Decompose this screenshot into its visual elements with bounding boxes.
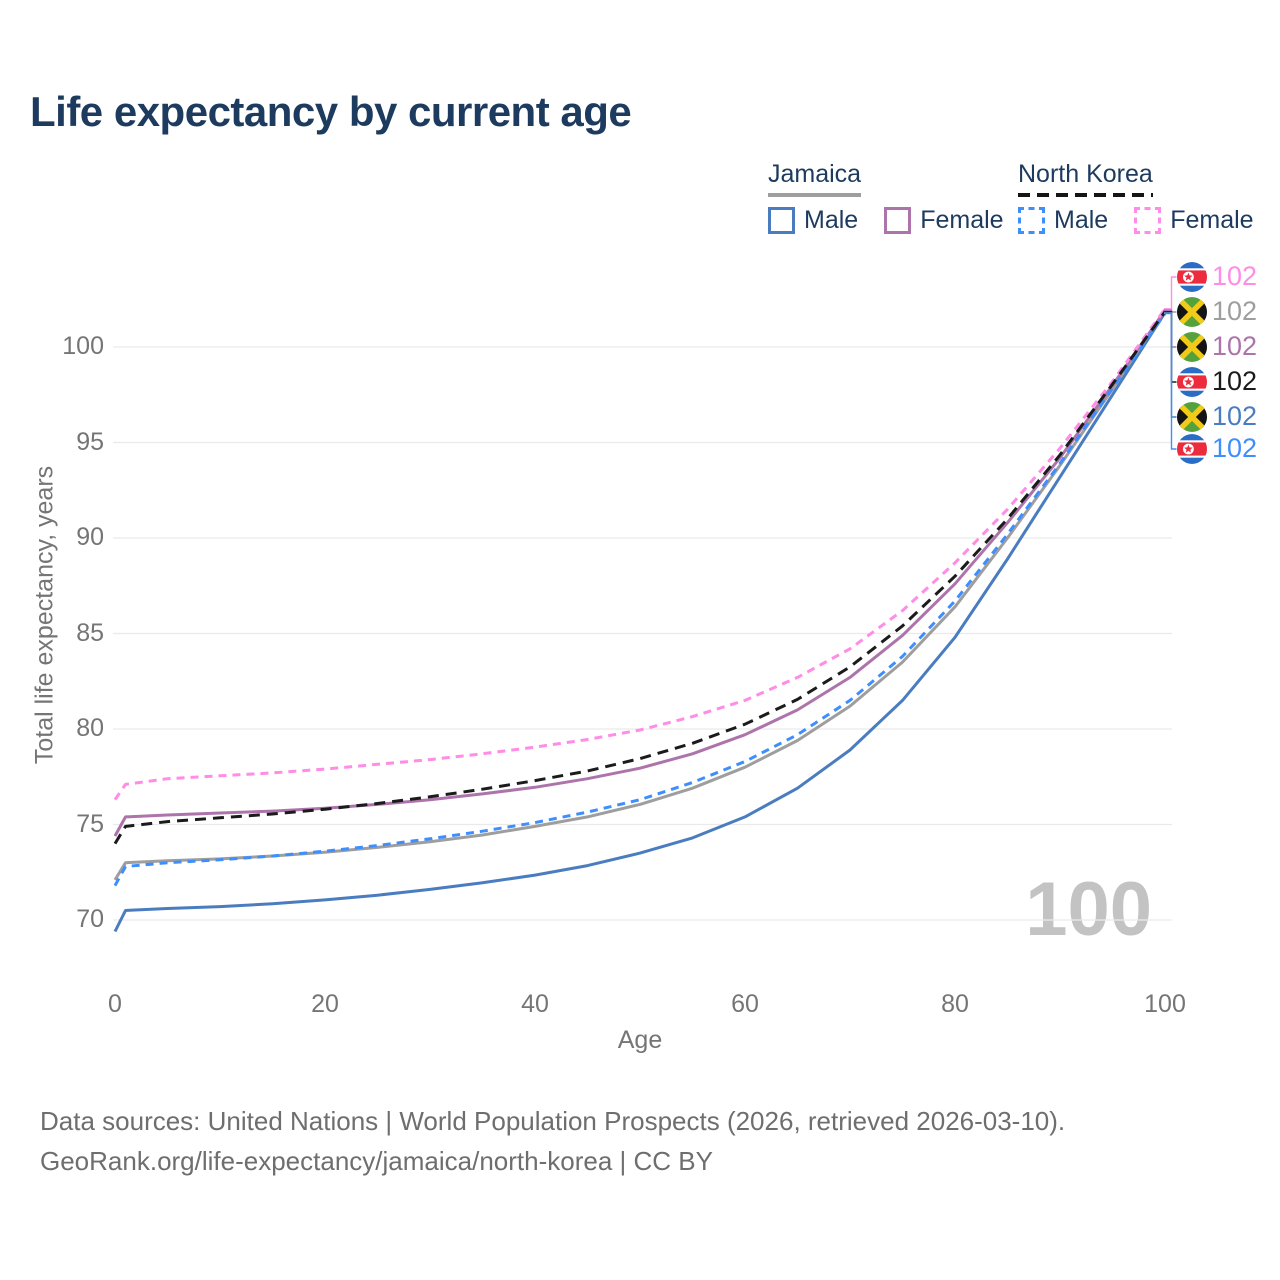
x-tick-20: 20 [311,990,339,1018]
x-axis-title: Age [617,1026,663,1054]
leader-line-north-korea-both-sexes [1164,311,1177,383]
x-tick-60: 60 [731,990,759,1018]
legend-group-title: Jamaica [768,160,862,197]
leader-line-jamaica-both-sexes [1164,309,1177,313]
legend-item-north-korea-male[interactable]: Male [1018,206,1108,235]
series-line-jamaica-female [113,309,1167,837]
legend-item-label: Female [920,206,1004,234]
legend-item-jamaica-female[interactable]: Female [884,206,1004,235]
y-tick-80: 80 [76,714,104,742]
legend-item-jamaica-male[interactable]: Male [768,206,858,235]
page-title: Life expectancy by current age [30,88,632,135]
legend-group-title: North Korea [1018,160,1153,197]
end-value-north-korea-both-sexes: 102 [1212,366,1258,396]
end-value-jamaica-female: 102 [1212,331,1258,361]
jamaica-flag-icon [1177,297,1207,327]
legend-item-label: Female [1170,206,1254,234]
legend-swatch-icon [768,207,795,234]
jamaica-flag-icon [1177,402,1207,432]
legend-item-label: Male [1054,206,1109,234]
legend-group-north-korea: North Korea Male Female [1018,160,1254,235]
y-tick-100: 100 [62,332,104,360]
footer-url-license: GeoRank.org/life-expectancy/jamaica/nort… [40,1146,713,1176]
series-line-jamaica-male [113,311,1167,933]
north-korea-flag-icon [1177,367,1207,397]
y-axis-title: Total life expectancy, years [30,465,59,765]
legend-group-line-sample [1018,193,1153,197]
end-value-jamaica-male: 102 [1212,401,1258,431]
series-line-north-korea-female [113,307,1167,801]
leader-line-jamaica-male [1164,311,1177,418]
series-line-north-korea-male [113,312,1167,887]
end-value-jamaica-both-sexes: 102 [1212,296,1258,326]
legend-group-jamaica: Jamaica Male Female [768,160,1004,235]
legend-item-label: Male [804,206,859,234]
legend-swatch-icon [884,207,912,234]
end-value-north-korea-male: 102 [1212,433,1258,463]
legend-item-north-korea-female[interactable]: Female [1134,206,1254,235]
leader-line-north-korea-female [1164,276,1177,310]
x-tick-40: 40 [521,990,549,1018]
y-tick-85: 85 [76,618,104,647]
x-tick-100: 100 [1144,990,1186,1018]
age-watermark: 100 [1025,867,1152,952]
y-tick-95: 95 [76,427,104,456]
leader-line-north-korea-male [1164,312,1177,450]
jamaica-flag-icon [1177,332,1207,362]
series-line-jamaica-both-sexes [113,308,1167,881]
north-korea-flag-icon [1177,434,1207,464]
y-tick-75: 75 [76,809,104,838]
leader-line-jamaica-female [1164,310,1177,348]
series-line-north-korea-both-sexes [113,310,1167,845]
legend-group-line-sample [768,193,862,197]
x-tick-0: 0 [108,990,122,1018]
y-tick-90: 90 [76,523,104,551]
end-value-north-korea-female: 102 [1212,261,1258,291]
footer-data-sources: Data sources: United Nations | World Pop… [40,1106,1066,1136]
legend-swatch-icon [1018,207,1045,234]
legend-swatch-icon [1134,207,1162,234]
y-tick-70: 70 [76,905,104,933]
north-korea-flag-icon [1177,262,1207,292]
x-tick-80: 80 [941,990,969,1018]
